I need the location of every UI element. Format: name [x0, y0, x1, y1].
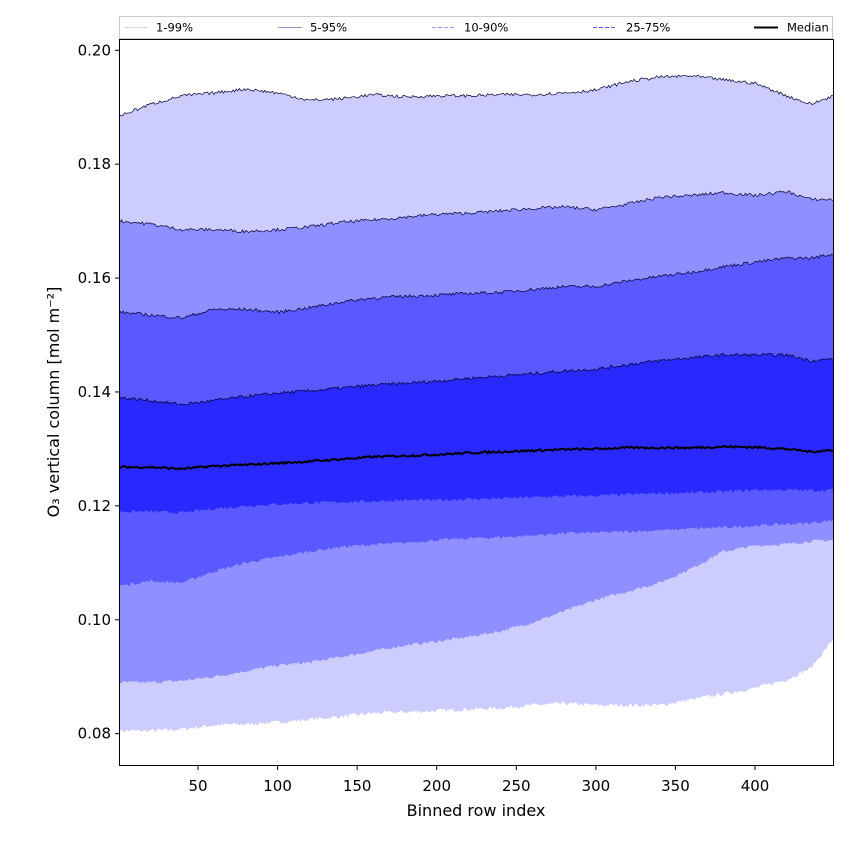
legend-label-Median: Median — [787, 21, 829, 35]
legend-label-5-95%: 5-95% — [310, 21, 347, 35]
band-edge-25-75% — [119, 352, 834, 406]
x-axis-title: Binned row index — [407, 801, 546, 820]
band-edge-10-90% — [119, 253, 834, 320]
percentile-edge-lines — [119, 74, 834, 406]
legend-label-1-99%: 1-99% — [156, 21, 193, 35]
band-25-75% — [120, 353, 833, 515]
y-tick-label-0.20: 0.20 — [78, 41, 111, 59]
x-tick-label-300: 300 — [582, 777, 611, 795]
y-tick-label-0.12: 0.12 — [78, 497, 111, 515]
percentile-bands — [120, 74, 833, 733]
legend: 1-99% 5-95% 10-90% 25-75% Median — [119, 16, 833, 39]
x-tick-label-200: 200 — [422, 777, 451, 795]
x-tick-label-400: 400 — [741, 777, 770, 795]
y-tick-label-0.18: 0.18 — [78, 155, 111, 173]
median-line — [119, 444, 834, 471]
x-tick-label-50: 50 — [188, 777, 207, 795]
y-axis: 0.08 0.10 0.12 0.14 0.16 0.18 0.20 — [78, 41, 120, 743]
band-edge-5-95% — [119, 190, 834, 234]
y-tick-label-0.14: 0.14 — [78, 383, 111, 401]
x-tick-label-350: 350 — [661, 777, 690, 795]
x-axis: 50 100 150 200 250 300 350 400 — [188, 765, 769, 795]
legend-label-10-90%: 10-90% — [464, 21, 508, 35]
x-tick-label-150: 150 — [343, 777, 372, 795]
x-tick-label-250: 250 — [502, 777, 531, 795]
y-tick-label-0.16: 0.16 — [78, 269, 111, 287]
plot-frame — [119, 39, 834, 766]
band-edge-1-99% — [119, 74, 834, 117]
legend-label-25-75%: 25-75% — [626, 21, 670, 35]
y-tick-label-0.08: 0.08 — [78, 725, 111, 743]
legend-box — [119, 16, 833, 39]
median-layer — [119, 444, 834, 471]
y-axis-title: O₃ vertical column [mol m⁻²] — [44, 287, 63, 518]
y-tick-label-0.10: 0.10 — [78, 611, 111, 629]
x-tick-label-100: 100 — [263, 777, 292, 795]
